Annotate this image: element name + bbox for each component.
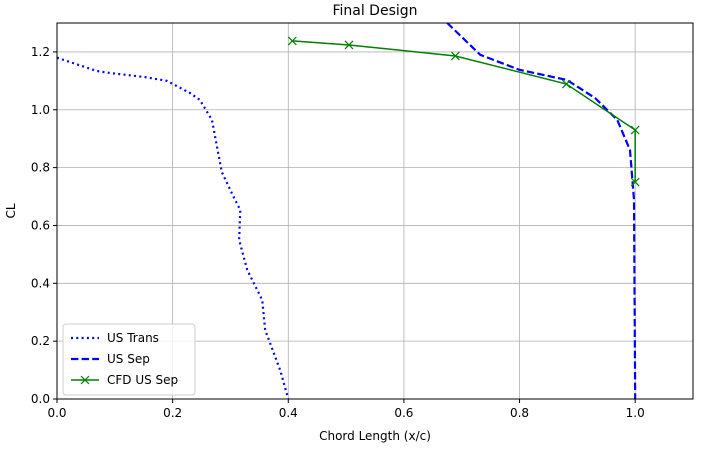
legend-label: US Sep	[107, 352, 150, 366]
y-tick-label: 0.2	[31, 334, 50, 348]
legend-label: CFD US Sep	[107, 373, 178, 387]
series-line	[292, 40, 636, 183]
y-tick-label: 0.6	[31, 218, 50, 232]
axes-frame	[56, 22, 694, 400]
y-axis-label: CL	[4, 203, 18, 218]
x-tick-label: 0.4	[279, 406, 298, 420]
y-tick-label: 1.0	[31, 103, 50, 117]
x-tick-label: 0.0	[47, 406, 66, 420]
y-tick-label: 0.8	[31, 161, 50, 175]
point-marker	[630, 177, 640, 187]
ticks: 0.0 0.2 0.4 0.6 0.8 1.0 0.0 0.2 0.4 0.6 0.8 1.0 1.2	[31, 45, 645, 420]
legend: US Trans US Sep CFD US Sep	[62, 323, 196, 396]
point-marker	[287, 36, 297, 46]
y-tick-label: 1.2	[31, 45, 50, 59]
x-tick-label: 1.0	[626, 406, 645, 420]
point-marker	[630, 125, 640, 135]
x-axis-label: Chord Length (x/c)	[319, 429, 431, 443]
x-tick-label: 0.8	[510, 406, 529, 420]
series-line	[446, 23, 637, 399]
legend-box	[62, 323, 196, 396]
chart-title: Final Design	[332, 3, 417, 19]
plot-area	[57, 23, 640, 399]
x-tick-label: 0.6	[394, 406, 413, 420]
legend-label: US Trans	[107, 331, 159, 345]
legend-marker	[80, 375, 90, 385]
point-marker	[344, 40, 354, 50]
y-tick-label: 0.0	[31, 392, 50, 406]
point-marker	[561, 79, 571, 89]
grid	[56, 23, 693, 400]
x-tick-label: 0.2	[163, 406, 182, 420]
y-tick-label: 0.4	[31, 276, 50, 290]
point-marker	[450, 51, 460, 61]
